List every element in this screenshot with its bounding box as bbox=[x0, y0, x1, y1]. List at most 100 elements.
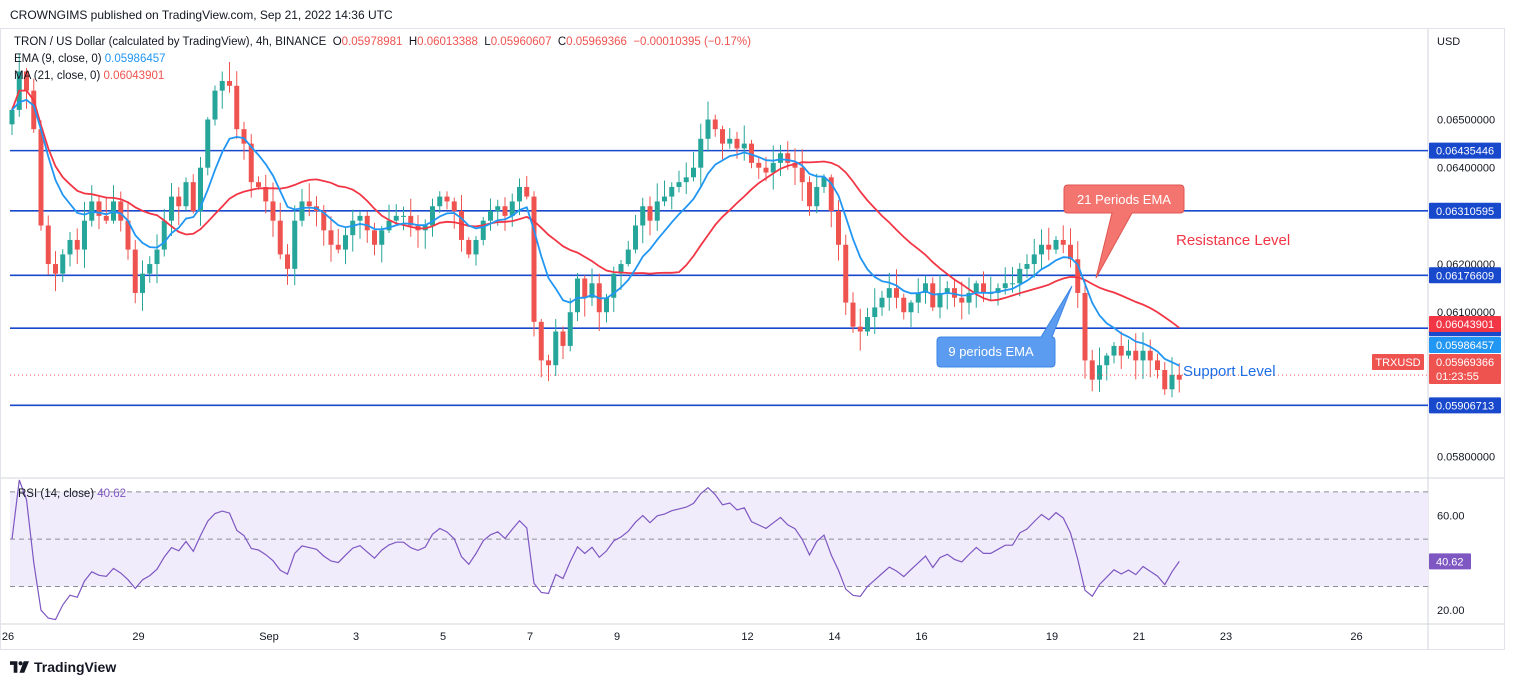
legend-change: −0.00010395 (−0.17%) bbox=[633, 36, 751, 48]
candle-body bbox=[792, 162, 798, 168]
legend-h-label: H bbox=[408, 36, 418, 48]
ema21-callout-text: 21 Periods EMA bbox=[1077, 192, 1171, 207]
candle-body bbox=[1133, 350, 1139, 361]
candle-body bbox=[270, 201, 276, 221]
candle-body bbox=[814, 186, 820, 207]
candle-body bbox=[183, 182, 189, 207]
price-axis-label: 0.06500000 bbox=[1437, 115, 1495, 127]
candle-body bbox=[741, 143, 747, 149]
time-axis-label: 14 bbox=[828, 631, 840, 643]
candle-body bbox=[1075, 259, 1081, 293]
level-badge bbox=[1429, 267, 1501, 284]
time-axis-label: Sep bbox=[259, 631, 279, 643]
candle-body bbox=[357, 215, 363, 221]
candle-body bbox=[640, 206, 646, 226]
time-axis-label: 29 bbox=[132, 631, 144, 643]
legend-ema-row[interactable]: EMA (9, close, 0) 0.05986457 bbox=[14, 53, 166, 65]
candle-body bbox=[1104, 355, 1110, 366]
candle-body bbox=[691, 167, 696, 178]
candle-body bbox=[205, 119, 211, 168]
candle-body bbox=[234, 85, 240, 130]
support-level-label: Support Level bbox=[1183, 363, 1276, 380]
countdown-label: 01:23:55 bbox=[1436, 371, 1479, 383]
moving-averages bbox=[11, 89, 1180, 367]
legend-ma-value: 0.06043901 bbox=[103, 70, 165, 82]
candle-body bbox=[1169, 374, 1175, 390]
tradingview-brand[interactable]: TradingView bbox=[10, 659, 116, 675]
candle-body bbox=[886, 288, 892, 298]
candle-body bbox=[727, 138, 733, 144]
legend-ma-row[interactable]: MA (21, close, 0) 0.06043901 bbox=[14, 70, 164, 82]
candle-body bbox=[31, 90, 37, 130]
candle-body bbox=[466, 239, 472, 255]
level-badge bbox=[1429, 202, 1501, 219]
rsi-badge-label: 40.62 bbox=[1436, 556, 1464, 568]
candle-body bbox=[821, 177, 827, 187]
time-axis-label: 9 bbox=[614, 631, 620, 643]
candle-body bbox=[944, 288, 950, 293]
candle-body bbox=[1162, 370, 1168, 390]
candle-body bbox=[828, 177, 834, 212]
price-badges: 0.06043901 0.05986457 0.05969366 01:23:55 TR… bbox=[1372, 316, 1501, 384]
candle-body bbox=[1126, 350, 1131, 356]
candle-body bbox=[82, 220, 87, 250]
horizontal-levels bbox=[10, 149, 1428, 407]
candle-body bbox=[1097, 365, 1102, 380]
candle-body bbox=[299, 201, 305, 221]
candle-body bbox=[495, 206, 501, 212]
legend-c-label: C bbox=[557, 36, 567, 48]
candle-body bbox=[67, 239, 73, 255]
candle-body bbox=[560, 331, 566, 346]
candle-body bbox=[618, 264, 624, 274]
candle-body bbox=[198, 167, 203, 212]
candle-body bbox=[263, 186, 269, 202]
candle-body bbox=[1046, 244, 1052, 250]
candle-body bbox=[459, 211, 464, 240]
candle-body bbox=[1031, 254, 1037, 265]
legend-symbol: TRON / US Dollar (calculated by TradingV… bbox=[14, 36, 327, 48]
candle-body bbox=[937, 292, 943, 308]
candle-body bbox=[321, 211, 327, 231]
symbol-badge bbox=[1372, 354, 1424, 370]
candle-body bbox=[386, 220, 392, 231]
candle-body bbox=[778, 153, 783, 163]
candle-body bbox=[923, 283, 928, 293]
candle-body bbox=[176, 196, 182, 207]
candle-body bbox=[1111, 345, 1117, 356]
candle-body bbox=[1147, 350, 1153, 361]
time-axis-label: 26 bbox=[2, 631, 14, 643]
legend-ma-label: MA (21, close, 0) bbox=[14, 70, 101, 82]
candle-body bbox=[502, 206, 508, 216]
time-axis[interactable]: 26 29 Sep 3 5 7 9 12 14 16 19 21 23 26 bbox=[2, 631, 1363, 643]
candle-body bbox=[1140, 350, 1146, 361]
candle-body bbox=[995, 288, 1001, 293]
last-price-badge bbox=[1429, 354, 1501, 384]
candle-body bbox=[9, 109, 15, 125]
candle-body bbox=[807, 182, 812, 207]
candle-body bbox=[973, 283, 979, 293]
candle-body bbox=[1024, 264, 1030, 269]
candle-body bbox=[625, 249, 631, 265]
candle-body bbox=[633, 225, 638, 250]
legend-rsi-row[interactable]: RSI (14, close) 40.62 bbox=[18, 488, 126, 500]
candle-body bbox=[328, 230, 334, 245]
candle-body bbox=[1082, 292, 1088, 361]
price-axis[interactable]: 0.065000000.064000000.062000000.06100000… bbox=[1429, 115, 1501, 464]
candle-body bbox=[154, 249, 160, 265]
candle-body bbox=[140, 273, 145, 293]
candle-body bbox=[698, 138, 704, 168]
candle-body bbox=[96, 201, 102, 216]
candle-body bbox=[335, 244, 341, 250]
level-badge-label: 0.05906713 bbox=[1436, 400, 1494, 412]
candle-body bbox=[966, 292, 972, 303]
candle-body bbox=[756, 162, 762, 168]
candle-body bbox=[285, 254, 290, 269]
candle-body bbox=[799, 167, 805, 183]
candle-body bbox=[292, 220, 298, 269]
candle-body bbox=[901, 297, 907, 313]
tradingview-logo-icon bbox=[10, 661, 29, 673]
candle-body bbox=[364, 215, 370, 231]
candle-body bbox=[654, 201, 660, 221]
publisher-line: CROWNGIMS published on TradingView.com, … bbox=[10, 8, 393, 22]
